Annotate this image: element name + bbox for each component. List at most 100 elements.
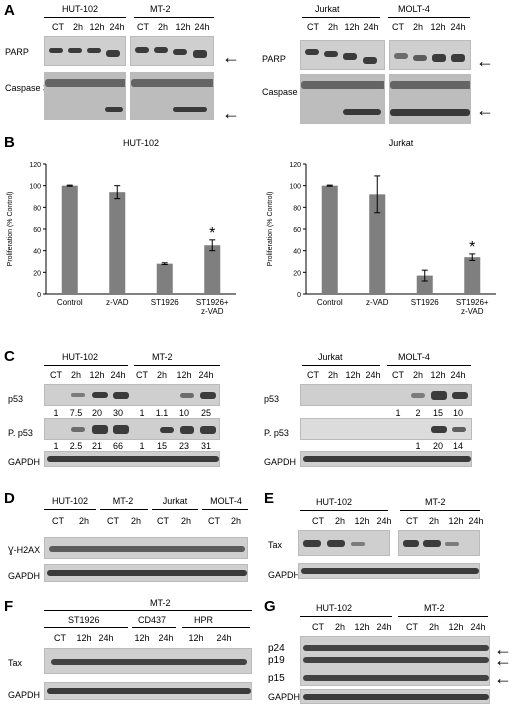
group-line (134, 365, 220, 366)
lane-label: CT (157, 516, 169, 526)
bar-chart-jurkat: Jurkat 0 20 40 60 80 100 120 Proliferation (% Co… (267, 138, 496, 316)
x-tick-label: ST1926 (411, 298, 440, 307)
lane-label: 24h (450, 370, 466, 380)
lane-label: 2h (334, 622, 346, 632)
arrow-icon: ← (494, 650, 512, 670)
blot-image (130, 36, 214, 66)
bar (156, 263, 173, 294)
y-tick-label: 60 (293, 227, 301, 234)
blot-image (44, 648, 252, 674)
group-label: Jurkat (162, 496, 188, 506)
arrow-icon: ← (494, 668, 512, 688)
chart-title: HUT-102 (123, 138, 159, 148)
group-label: MT-2 (112, 496, 134, 506)
lane-label: 24h (216, 633, 232, 643)
row-label-parp: PARP (5, 47, 29, 57)
lane-label: 24h (158, 633, 174, 643)
y-tick-label: 20 (33, 270, 41, 277)
quant-value: 1 (139, 408, 145, 418)
group-line (132, 627, 176, 628)
row-label-gapdh: GAPDH (268, 570, 301, 580)
x-tick-label: z-VAD (461, 307, 484, 316)
group-label: Jurkat (318, 352, 343, 362)
lane-label: CT (307, 22, 319, 32)
lane-label: 24h (194, 22, 210, 32)
group-line (182, 627, 250, 628)
row-label-gapdh: GAPDH (8, 690, 41, 700)
lane-label: CT (50, 370, 62, 380)
lane-label: CT (312, 622, 324, 632)
group-label: HUT-102 (316, 497, 353, 507)
row-label-h2ax: Ɣ-H2AX (8, 545, 41, 555)
lane-label: 12h (448, 622, 464, 632)
y-tick-label: 60 (33, 227, 41, 234)
group-label: CD437 (138, 615, 167, 625)
blot-image (398, 530, 480, 556)
lane-label: 2h (327, 370, 339, 380)
lane-label: 24h (470, 622, 486, 632)
group-line (44, 627, 128, 628)
group-label: HUT-102 (62, 352, 99, 362)
x-tick-label: ST1926 (151, 298, 180, 307)
panel-d-label: D (4, 490, 15, 507)
quant-value: 66 (112, 441, 124, 451)
group-line (44, 17, 126, 18)
blot-image (44, 451, 220, 467)
lane-label: 12h (89, 370, 105, 380)
quant-value: 14 (452, 441, 464, 451)
bar (369, 194, 386, 294)
quant-value: 1 (53, 441, 59, 451)
lane-label: 24h (98, 633, 114, 643)
blot-image (300, 636, 490, 686)
group-label: MOLT-4 (210, 496, 242, 506)
y-tick-label: 20 (293, 270, 301, 277)
panel-e-label: E (264, 490, 275, 507)
bar (464, 257, 481, 294)
lane-label: 2h (72, 22, 84, 32)
bar (416, 275, 433, 294)
lane-label: 12h (344, 22, 360, 32)
lane-label: 2h (78, 516, 90, 526)
x-tick-label: Control (57, 298, 83, 307)
group-label: ST1926 (68, 615, 100, 625)
group-line (44, 610, 252, 611)
significance-star: * (209, 225, 215, 242)
group-label: MOLT-4 (398, 4, 430, 14)
blot-image (130, 72, 214, 120)
y-tick-label: 40 (293, 249, 301, 256)
blot-image (300, 451, 472, 467)
lane-label: CT (392, 370, 404, 380)
panel-a-label: A (4, 2, 15, 19)
lane-label: CT (136, 370, 148, 380)
significance-star: * (469, 239, 475, 256)
lane-label: CT (307, 370, 319, 380)
row-label-caspase3: Caspase 3 (262, 87, 306, 97)
group-label: MT-2 (152, 352, 173, 362)
lane-label: 12h (354, 516, 370, 526)
group-label: MT-2 (424, 603, 445, 613)
panel-b-label: B (4, 134, 15, 151)
row-label-p24: p24 (268, 643, 285, 654)
lane-label: 2h (412, 370, 424, 380)
group-line (302, 365, 380, 366)
group-line (44, 365, 128, 366)
quant-value: 7.5 (69, 408, 83, 418)
lane-label: 24h (198, 370, 214, 380)
blot-image (44, 384, 220, 406)
group-label: MT-2 (425, 497, 446, 507)
panel-c-label: C (4, 348, 15, 365)
lane-label: 12h (430, 370, 446, 380)
quant-value: 2.5 (69, 441, 83, 451)
x-tick-label: z-VAD (201, 307, 224, 316)
cell-line-label: MT-2 (150, 598, 171, 608)
lane-label: 24h (468, 516, 484, 526)
bar-chart-hut102: HUT-102 0 20 40 60 80 100 120 Proliferation (% C… (7, 138, 236, 316)
lane-label: 24h (450, 22, 466, 32)
lane-label: 24h (363, 22, 379, 32)
blot-image (300, 40, 385, 70)
y-tick-label: 0 (37, 292, 41, 299)
lane-label: 2h (428, 622, 440, 632)
quant-value: 25 (200, 408, 212, 418)
x-tick-label: Control (317, 298, 343, 307)
group-label: HUT-102 (316, 603, 353, 613)
